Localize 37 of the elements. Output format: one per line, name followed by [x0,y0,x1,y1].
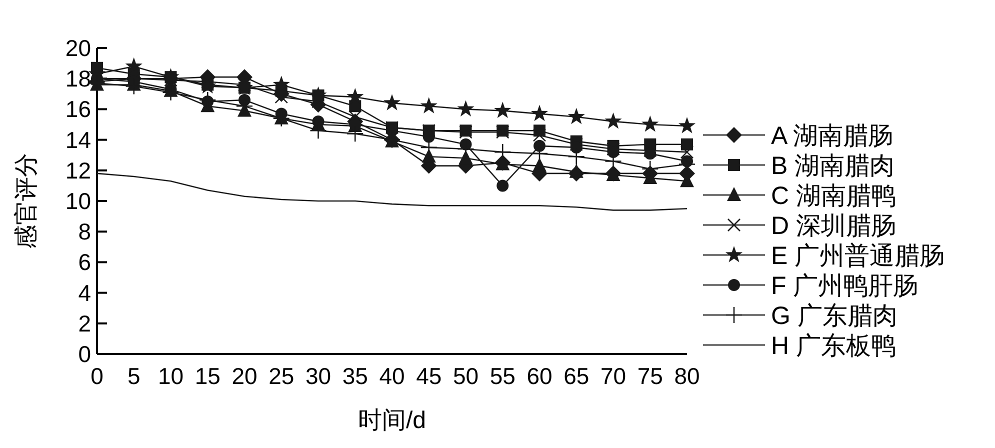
x-tick-label: 15 [194,363,220,389]
x-tick-label: 80 [674,363,700,389]
y-tick-label: 12 [65,157,91,184]
x-tick-label: 35 [342,363,368,389]
legend-label: F 广州鸭肝肠 [771,272,918,300]
x-tick-label: 40 [379,363,405,389]
legend-label: B 湖南腊肉 [771,152,895,180]
x-tick-label: 60 [526,363,552,389]
y-tick-label: 8 [78,218,91,245]
y-tick-label: 20 [65,35,91,61]
y-tick-label: 14 [65,126,92,153]
legend-label: D 深圳腊肠 [771,212,896,240]
x-tick-label: 75 [637,363,663,389]
x-tick-label: 10 [158,363,184,389]
x-tick-label: 20 [232,363,258,389]
x-tick-label: 70 [600,363,626,389]
x-tick-label: 50 [452,363,479,389]
legend-label: C 湖南腊鸭 [771,182,896,210]
y-axis-title: 感官评分 [13,153,40,249]
x-axis-title: 时间/d [358,407,426,434]
x-tick-label: 65 [564,363,590,389]
y-tick-label: 2 [78,310,91,336]
legend-label: G 广东腊肉 [771,302,898,330]
x-tick-label: 45 [416,363,442,389]
x-tick-label: 30 [305,363,332,389]
y-tick-label: 6 [78,249,91,276]
legend-label: A 湖南腊肠 [771,122,894,150]
x-tick-label: 25 [268,363,294,389]
legend-label: E 广州普通腊肠 [771,242,945,270]
y-tick-label: 16 [65,96,91,122]
y-tick-label: 18 [65,66,91,92]
x-tick-label: 55 [490,363,516,389]
legend-label: H 广东板鸭 [771,332,896,360]
y-tick-label: 0 [78,341,91,367]
y-tick-label: 10 [65,188,91,214]
y-tick-label: 4 [78,280,92,306]
x-tick-label: 5 [127,363,140,389]
